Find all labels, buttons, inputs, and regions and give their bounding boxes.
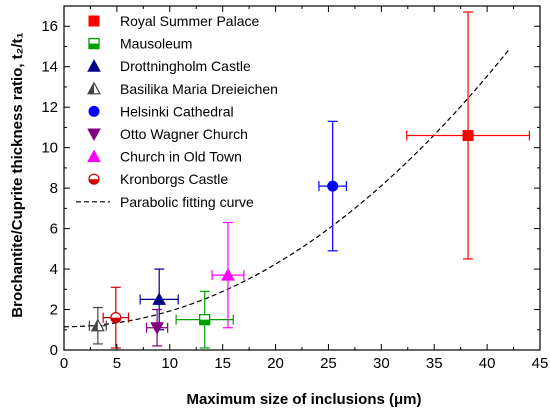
legend-marker-6 [87, 149, 101, 163]
legend-label-7: Kronborgs Castle [120, 171, 228, 187]
x-tick-label: 30 [373, 355, 390, 372]
legend-marker-4 [88, 105, 100, 117]
x-tick-label: 5 [113, 355, 121, 372]
legend: Royal Summer Palace Mausoleum Drottninghol… [76, 13, 278, 210]
y-tick-label: 12 [41, 99, 58, 116]
data-point-6 [221, 268, 235, 281]
x-tick-label: 15 [214, 355, 231, 372]
data-point-0 [462, 130, 474, 142]
y-tick-label: 6 [50, 221, 58, 238]
data-point-4 [327, 180, 339, 192]
legend-marker-5 [87, 128, 101, 142]
legend-marker-3 [86, 81, 102, 95]
legend-label-5: Otto Wagner Church [120, 126, 248, 142]
y-tick-label: 0 [50, 342, 58, 359]
fit-curve [63, 50, 509, 328]
legend-label-4: Helsinki Cathedral [120, 103, 234, 119]
legend-label-1: Mausoleum [120, 36, 192, 52]
data-markers [90, 130, 474, 335]
x-tick-label: 45 [532, 355, 549, 372]
axes: 0 5 10 15 20 25 30 35 40 45 0 2 4 6 8 10 12 14 16 [41, 5, 549, 372]
legend-label-0: Royal Summer Palace [120, 13, 259, 29]
legend-marker-0 [88, 15, 100, 27]
data-point-1 [199, 313, 211, 326]
x-tick-label: 35 [426, 355, 443, 372]
legend-label-fit: Parabolic fitting curve [120, 194, 254, 210]
y-tick-label: 10 [41, 140, 58, 157]
fit-curve-layer [63, 50, 509, 328]
x-tick-label: 20 [267, 355, 284, 372]
data-point-7 [110, 312, 122, 324]
legend-label-6: Church in Old Town [120, 149, 242, 165]
legend-label-3: Basilika Maria Dreieichen [120, 81, 278, 97]
y-tick-label: 16 [41, 18, 58, 35]
y-tick-label: 4 [50, 261, 58, 278]
legend-marker-2 [87, 59, 101, 72]
legend-marker-7 [88, 173, 100, 185]
data-point-2 [152, 292, 167, 305]
x-axis-title: Maximum size of inclusions (μm) [186, 391, 421, 408]
x-tick-label: 0 [60, 355, 68, 372]
y-tick-label: 2 [50, 302, 58, 319]
data-point-5 [150, 322, 164, 335]
y-axis-title: Brochantite/Cuprite thickness ratio, t₂/… [9, 32, 26, 317]
data-point-3 [90, 318, 105, 332]
x-tick-label: 40 [479, 355, 496, 372]
x-tick-label: 25 [320, 355, 337, 372]
y-tick-label: 14 [41, 59, 58, 76]
error-bar-3 [88, 306, 107, 345]
x-tick-label: 10 [161, 355, 178, 372]
legend-marker-1 [88, 37, 100, 50]
legend-label-2: Drottningholm Castle [120, 58, 251, 74]
y-tick-label: 8 [50, 180, 58, 197]
